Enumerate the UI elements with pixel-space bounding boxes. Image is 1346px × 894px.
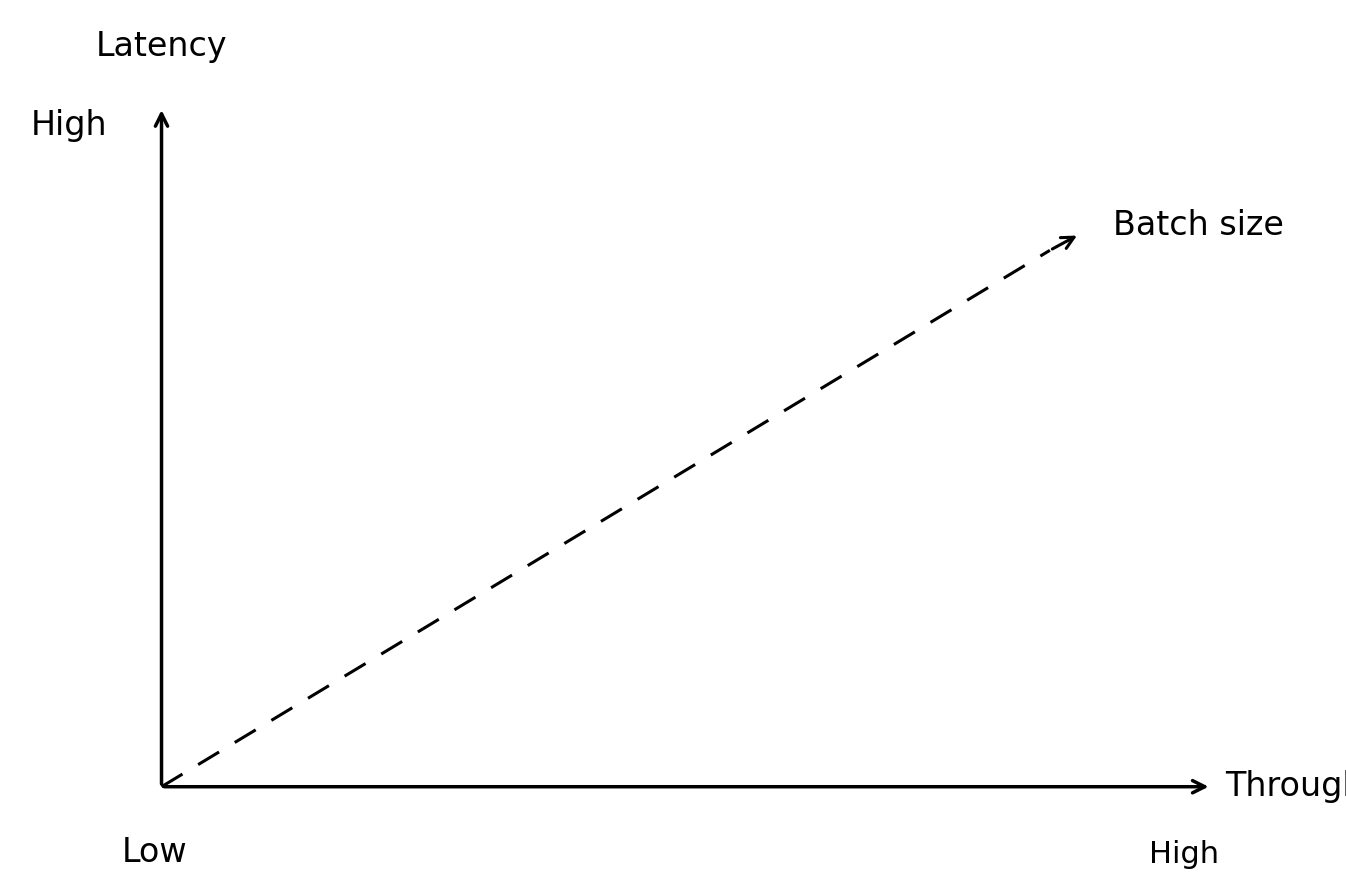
Text: Low: Low [122,836,187,869]
Text: Batch size: Batch size [1113,209,1284,241]
Text: High: High [31,109,108,141]
Text: Latency: Latency [96,30,227,63]
Text: Throughput: Throughput [1225,771,1346,803]
Text: High: High [1149,840,1219,869]
